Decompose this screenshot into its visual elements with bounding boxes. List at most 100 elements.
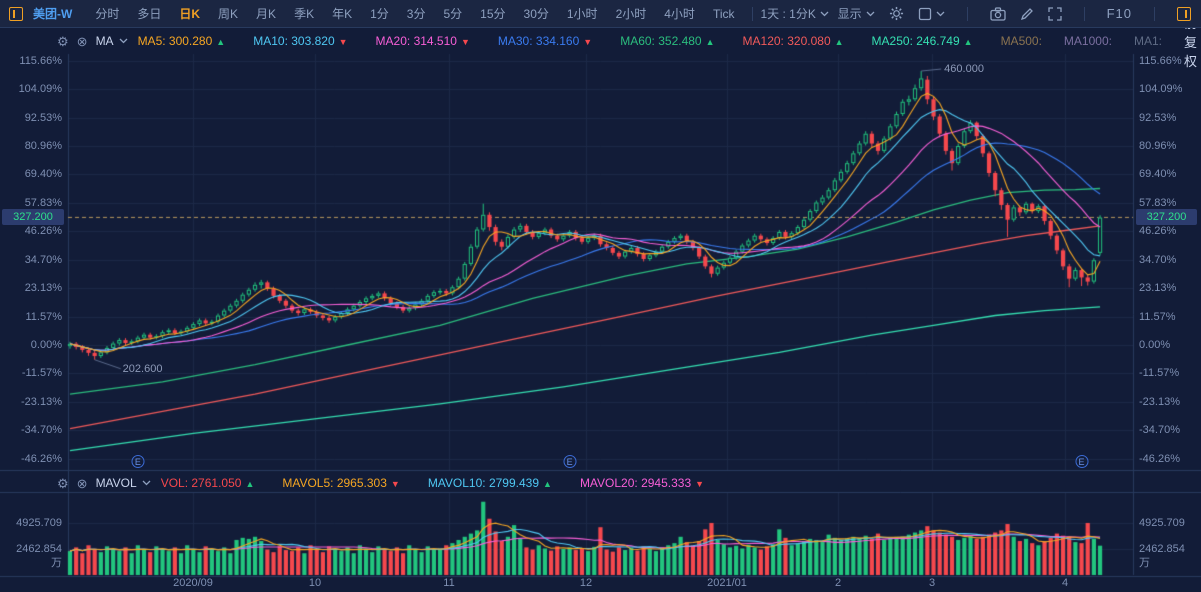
event-badge[interactable]: E (563, 455, 577, 468)
legend-value: 314.510 (413, 34, 457, 48)
ma-controls: ⚙ ⊗ MA (57, 34, 128, 48)
chart-style-select[interactable] (918, 7, 945, 21)
legend-item-ma250[interactable]: MA250: 246.749 ▲ (872, 34, 973, 48)
legend-value: 303.820 (291, 34, 335, 48)
period-tab-4[interactable]: 月K (256, 7, 277, 21)
volume-legend-row: ⚙ ⊗ MAVOL VOL: 2761.050 ▲ MAVOL5: 2965.303… (0, 473, 1201, 493)
f10-button[interactable]: F10 (1106, 6, 1132, 21)
layout-icon[interactable] (9, 6, 23, 21)
ma-legend-row: ⚙ ⊗ MA MA5: 300.280 ▲ MA10: 303.820 ▼ MA20: … (0, 16, 1201, 69)
legend-label: MA60: (620, 34, 659, 48)
trend-up-icon: ▲ (705, 37, 715, 47)
indicator-remove-icon[interactable]: ⊗ (76, 475, 88, 491)
fullscreen-button[interactable] (1047, 6, 1062, 21)
legend-item-mavol10[interactable]: MAVOL10: 2799.439 ▲ (428, 476, 552, 490)
legend-value: 2761.050 (191, 476, 242, 490)
indicator-select[interactable]: MA (96, 34, 128, 48)
legend-item-ma120[interactable]: MA120: 320.080 ▲ (743, 34, 844, 48)
period-tabs: 分时 多日 日K 周K 月K 季K 年K 1分 3分 5分 15分 30分 1小时 2小时 4小时 Tick (86, 5, 743, 22)
chevron-down-icon (119, 38, 128, 44)
divider (966, 6, 968, 21)
period-tab-15[interactable]: Tick (712, 6, 735, 21)
period-tab-12[interactable]: 1小时 (566, 7, 598, 21)
legend-value: 320.080 (787, 34, 831, 48)
period-tab-8[interactable]: 3分 (406, 7, 426, 21)
period-tab-10[interactable]: 15分 (480, 7, 506, 21)
custom-period-select[interactable]: 1天 : 1分K (761, 5, 829, 22)
event-badge[interactable]: E (131, 455, 145, 468)
legend-label: MA250: (871, 34, 917, 48)
legend-item-ma30[interactable]: MA30: 334.160 ▼ (498, 34, 592, 48)
vol-values: VOL: 2761.050 ▲ MAVOL5: 2965.303 ▼ MAVOL10: … (161, 476, 732, 490)
legend-value: 2965.303 (336, 476, 387, 490)
toolbar: 美团-W 分时 多日 日K 周K 月K 季K 年K 1分 3分 5分 15分 30分 1小时 2小时 4小时… (0, 0, 1201, 28)
legend-item-mavol5[interactable]: MAVOL5: 2965.303 ▼ (282, 476, 399, 490)
legend-value: 300.280 (168, 34, 213, 48)
indicator-name: MAVOL (95, 476, 137, 490)
period-tab-14[interactable]: 4小时 (664, 7, 695, 21)
screenshot-button[interactable] (989, 6, 1006, 21)
trend-down-icon: ▼ (460, 37, 470, 47)
period-tab-0[interactable]: 分时 (95, 7, 120, 21)
legend-label: MA120: (742, 34, 788, 48)
period-tab-1[interactable]: 多日 (137, 7, 162, 21)
period-tab-11[interactable]: 30分 (523, 7, 549, 21)
chart-style-icon (918, 7, 931, 20)
legend-label: MA30: (497, 34, 536, 48)
panel-toggle-icon[interactable] (1177, 6, 1191, 21)
legend-item-ma20[interactable]: MA20: 314.510 ▼ (376, 34, 470, 48)
legend-item-vol[interactable]: VOL: 2761.050 ▲ (161, 476, 255, 490)
trend-up-icon: ▲ (216, 37, 226, 47)
divider (1154, 6, 1155, 21)
indicator-remove-icon[interactable]: ⊗ (76, 33, 88, 49)
indicator-settings-icon[interactable]: ⚙ (57, 33, 69, 49)
chevron-down-icon (866, 11, 875, 16)
legend-item-ma5[interactable]: MA5: 300.280 ▲ (138, 34, 226, 48)
trend-down-icon: ▼ (583, 37, 593, 47)
legend-item-ma1[interactable]: MA1: (1133, 34, 1162, 48)
legend-label: MA20: (375, 34, 414, 48)
symbol-name[interactable]: 美团-W (33, 7, 73, 21)
divider (1083, 6, 1085, 21)
draw-button[interactable] (1020, 7, 1034, 21)
period-tab-7[interactable]: 1分 (370, 7, 389, 21)
trend-up-icon: ▲ (834, 37, 844, 47)
legend-item-ma60[interactable]: MA60: 352.480 ▲ (620, 34, 714, 48)
chevron-down-icon (820, 11, 829, 16)
legend-item-ma10[interactable]: MA10: 303.820 ▼ (253, 34, 347, 48)
period-tab-5[interactable]: 季K (294, 7, 315, 21)
trend-down-icon: ▼ (390, 479, 400, 489)
indicator-select[interactable]: MAVOL (96, 476, 151, 490)
legend-item-mavol20[interactable]: MAVOL20: 2945.333 ▼ (580, 476, 704, 490)
event-badge[interactable]: E (1075, 455, 1089, 468)
legend-label: MAVOL5: (282, 476, 337, 490)
legend-item-ma1000[interactable]: MA1000: (1063, 34, 1112, 48)
legend-label: VOL: (160, 476, 192, 490)
trend-up-icon: ▲ (963, 37, 973, 47)
display-label: 显示 (837, 7, 862, 21)
period-tab-13[interactable]: 2小时 (615, 7, 647, 21)
indicator-name: MA (95, 34, 114, 48)
legend-item-ma500[interactable]: MA500: (1000, 34, 1042, 48)
trend-up-icon: ▲ (245, 479, 255, 489)
gear-icon (889, 6, 903, 21)
legend-label: MAVOL20: (579, 476, 642, 490)
period-tab-3[interactable]: 周K (218, 7, 239, 21)
pencil-icon (1020, 7, 1033, 20)
legend-value: 334.160 (535, 34, 580, 48)
fullscreen-icon (1047, 6, 1062, 21)
period-tab-2[interactable]: 日K (179, 7, 201, 21)
indicator-settings-icon[interactable]: ⚙ (57, 475, 69, 491)
legend-value: 352.480 (658, 34, 702, 48)
legend-value: 2799.439 (488, 476, 540, 490)
legend-label: MA10: (253, 34, 292, 48)
period-tab-6[interactable]: 年K (332, 7, 353, 21)
period-tab-9[interactable]: 5分 (443, 7, 463, 21)
ma-values: MA5: 300.280 ▲ MA10: 303.820 ▼ MA20: 314.510… (138, 34, 1184, 48)
settings-button[interactable] (889, 6, 904, 21)
display-menu-button[interactable]: 显示 (838, 5, 875, 22)
vol-controls: ⚙ ⊗ MAVOL (57, 476, 151, 490)
chevron-down-icon (936, 11, 945, 16)
